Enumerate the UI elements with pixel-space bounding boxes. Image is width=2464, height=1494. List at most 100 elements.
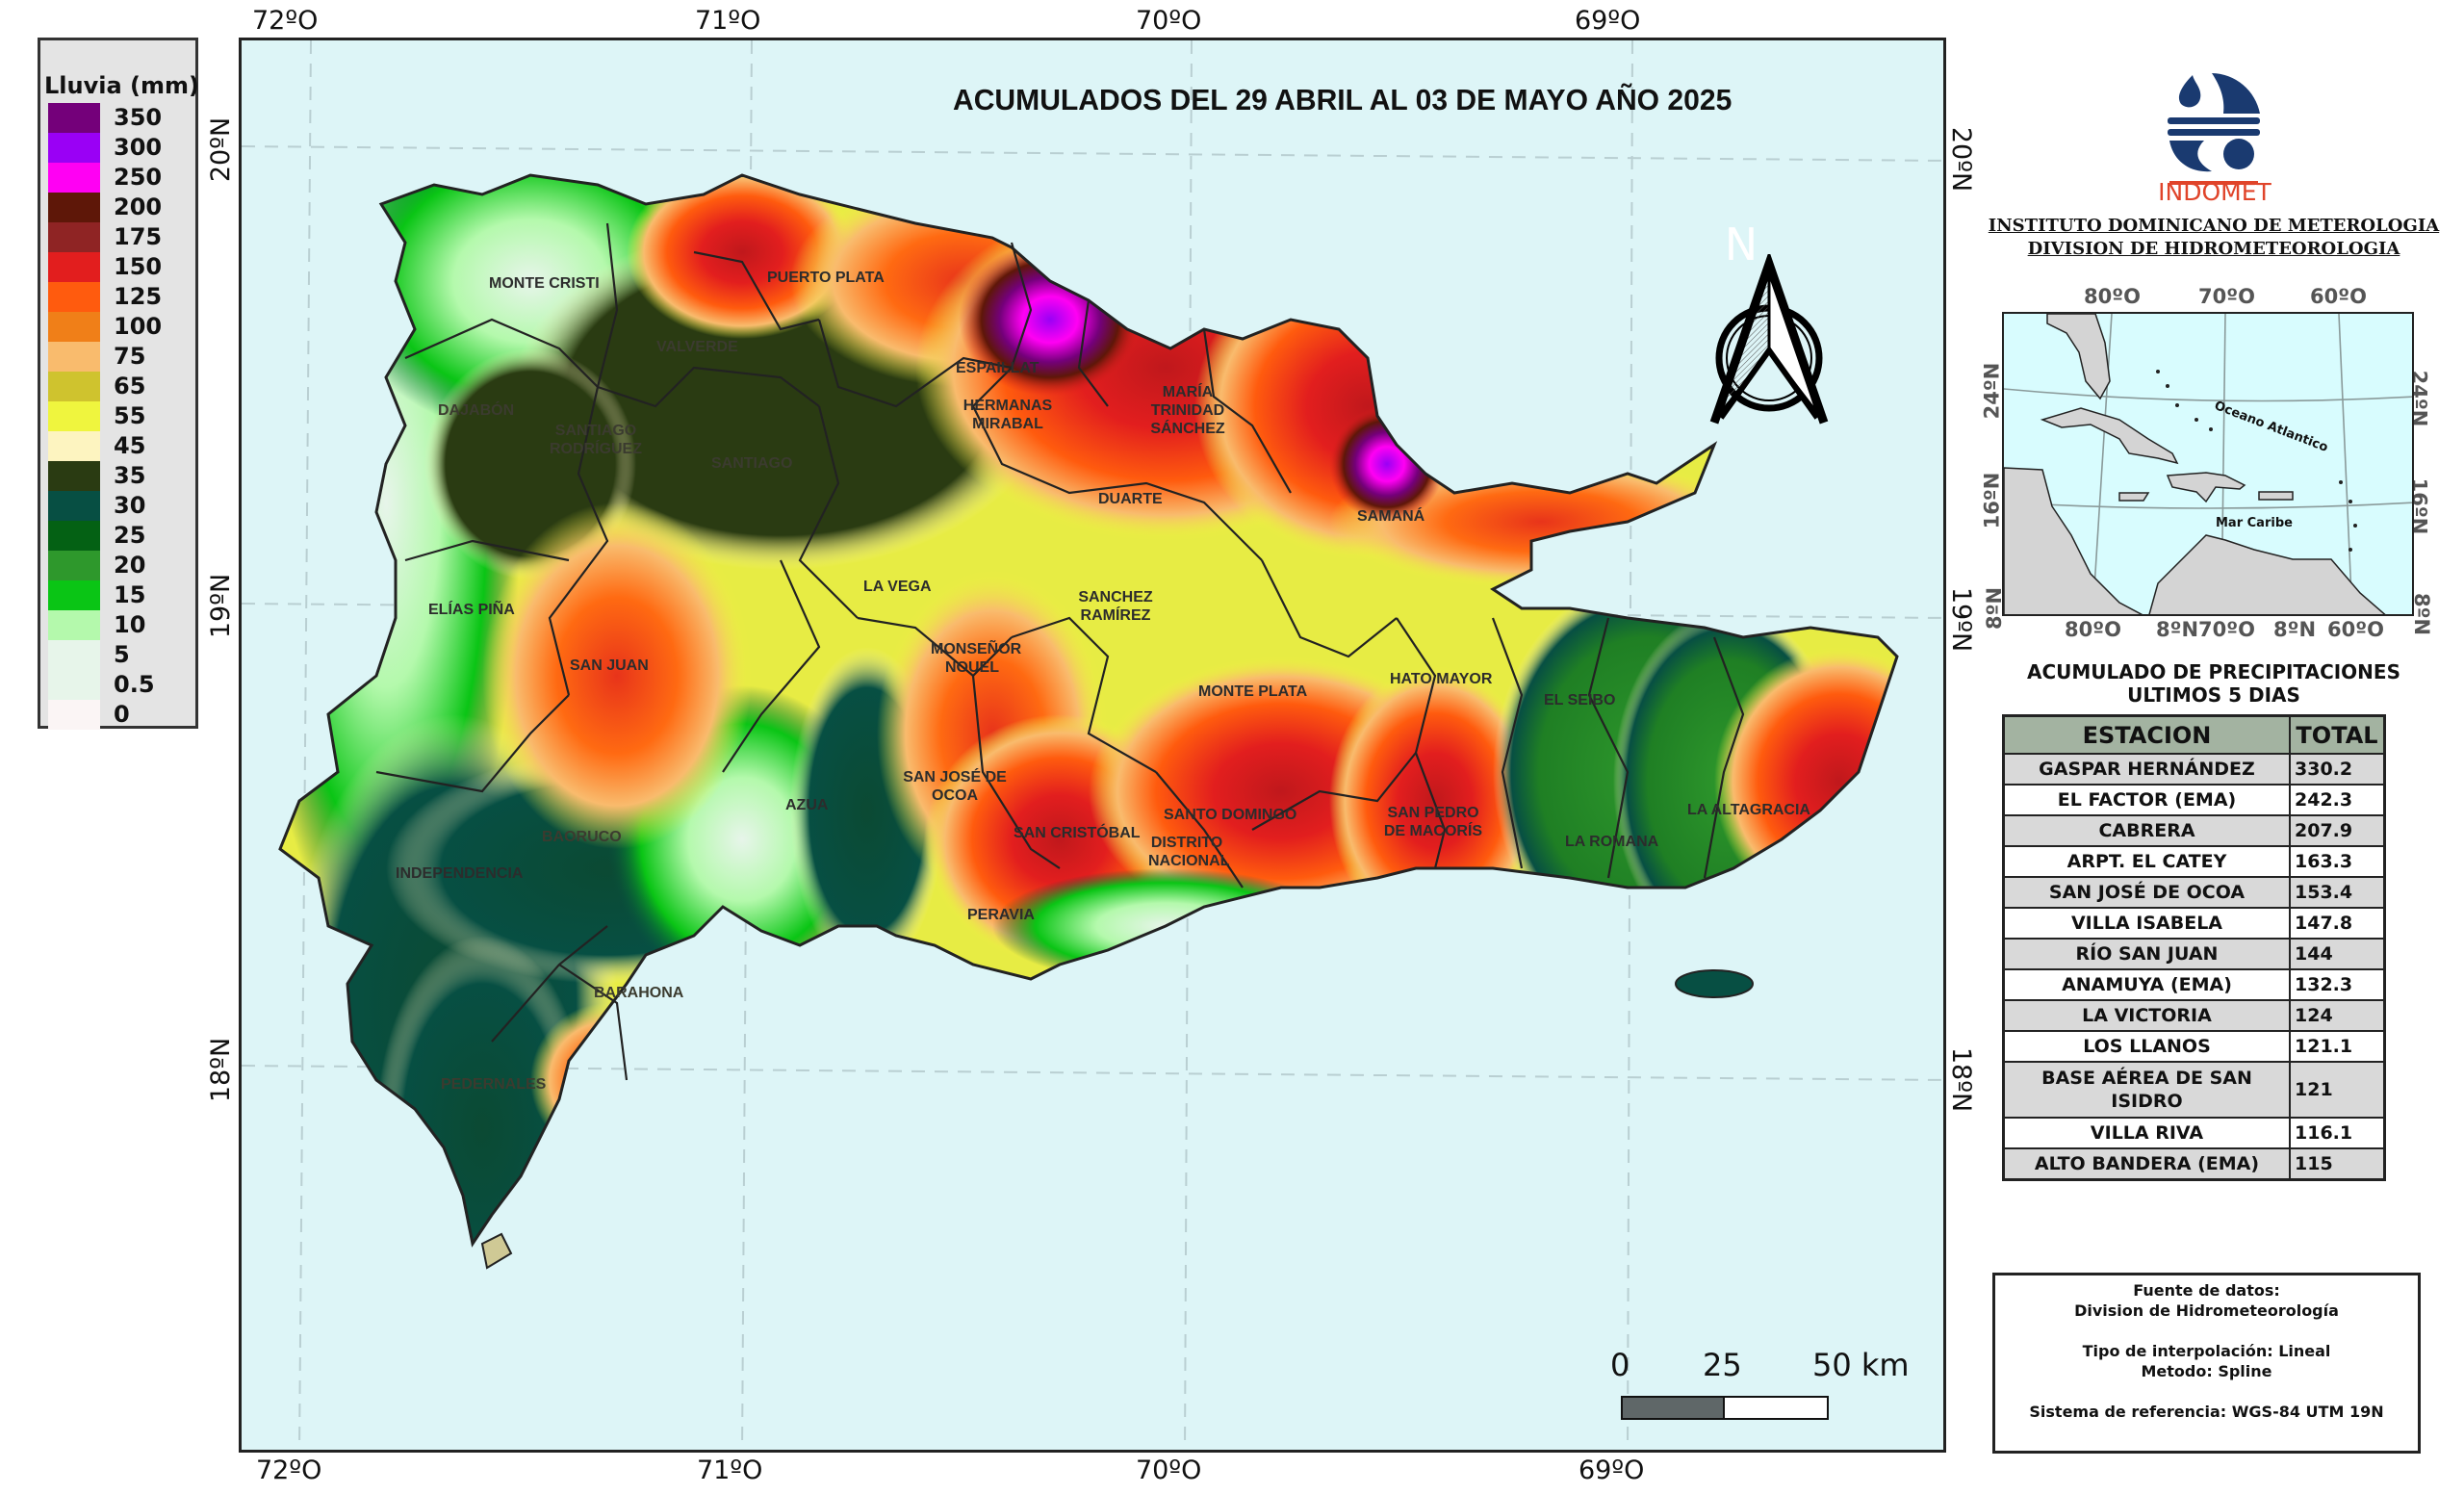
province-label-santiago-rodriguez: SANTIAGO RODRÍGUEZ: [550, 423, 642, 457]
saona-island: [1675, 969, 1754, 998]
hispaniola-shape: [2166, 472, 2246, 503]
legend-label: 150: [114, 253, 163, 280]
province-label-san-pedro-de-macoris: SAN PEDRO DE MACORÍS: [1383, 805, 1483, 839]
legend-label: 20: [114, 552, 146, 579]
legend-swatch: [48, 133, 100, 163]
inset-lon-tick: 8ºN70ºO: [2156, 618, 2255, 641]
table-row: EL FACTOR (EMA) 242.3: [2002, 784, 2386, 816]
legend-swatch: [48, 670, 100, 700]
lon-tick-bottom: 70ºO: [1136, 1455, 1202, 1485]
legend-swatch: [48, 461, 100, 491]
legend-item: 0: [48, 700, 192, 730]
province-label-la-altagracia: LA ALTAGRACIA: [1687, 802, 1810, 818]
lon-tick-top: 71ºO: [695, 6, 761, 36]
legend-item: 100: [48, 312, 192, 342]
table-row: ALTO BANDERA (EMA) 115: [2002, 1147, 2386, 1181]
lon-tick-bottom: 69ºO: [1578, 1455, 1645, 1485]
station-total: 124: [2289, 999, 2386, 1032]
legend-label: 65: [114, 373, 146, 399]
station-name: BASE AÉREA DE SAN ISIDRO: [2002, 1061, 2291, 1119]
province-borders: [375, 222, 1745, 1081]
legend-swatch: [48, 431, 100, 461]
legend-swatch: [48, 193, 100, 222]
province-label-hermanas-mirabal: HERMANAS MIRABAL: [962, 398, 1053, 432]
legend-item: 0.5: [48, 670, 192, 700]
province-label-barahona: BARAHONA: [594, 985, 684, 1001]
station-total: 144: [2289, 938, 2386, 970]
legend-swatch: [48, 610, 100, 640]
table-row: GASPAR HERNÁNDEZ 330.2: [2002, 753, 2386, 786]
column-header-station: ESTACION: [2002, 714, 2291, 755]
legend-swatch: [48, 342, 100, 372]
station-name: VILLA RIVA: [2002, 1117, 2291, 1149]
caribbean-inset-map: Oceano Atlantico Mar Caribe: [2002, 312, 2414, 616]
metadata-box: Fuente de datos: Division de Hidrometeor…: [1992, 1273, 2421, 1454]
province-label-la-vega: LA VEGA: [863, 579, 932, 595]
legend-label: 0.5: [114, 671, 155, 698]
central-america-shape: [2004, 467, 2143, 614]
division-name: DIVISION DE HIDROMETEOROLOGIA: [2027, 239, 2400, 259]
legend-swatch: [48, 312, 100, 342]
legend-item: 65: [48, 372, 192, 401]
province-label-monsenor-nouel: MONSEÑOR NOUEL: [931, 641, 1022, 676]
province-label-el-seibo: EL SEIBO: [1544, 692, 1616, 708]
legend-label: 100: [114, 313, 163, 340]
province-label-peravia: PERAVIA: [967, 907, 1035, 923]
legend-item: 10: [48, 610, 192, 640]
inset-lon-tick: 8ºN: [2273, 618, 2317, 641]
legend-title: Lluvia (mm): [44, 72, 199, 99]
legend-label: 250: [114, 164, 163, 191]
legend-label: 350: [114, 104, 163, 131]
legend-label: 45: [114, 432, 146, 459]
legend-item: 15: [48, 580, 192, 610]
legend-item: 150: [48, 252, 192, 282]
legend-swatch: [48, 491, 100, 521]
legend-label: 300: [114, 134, 163, 161]
logo-text: INDOMET: [2158, 178, 2272, 206]
province-label-duarte: DUARTE: [1098, 491, 1163, 507]
inset-lon-tick: 80ºO: [2084, 285, 2141, 308]
table-row: VILLA ISABELA 147.8: [2002, 907, 2386, 940]
station-total: 121: [2289, 1061, 2386, 1119]
reference-system: Sistema de referencia: WGS-84 UTM 19N: [2029, 1403, 2384, 1421]
table-row: BASE AÉREA DE SAN ISIDRO 121: [2002, 1061, 2386, 1119]
lon-tick-top: 72ºO: [252, 6, 319, 36]
legend-swatch: [48, 700, 100, 730]
scale-bar-dark-segment: [1621, 1396, 1727, 1420]
legend-label: 200: [114, 193, 163, 220]
inset-lon-tick: 80ºO: [2065, 618, 2121, 641]
province-label-la-romana: LA ROMANA: [1565, 834, 1659, 850]
florida-shape: [2046, 314, 2111, 400]
lon-tick-bottom: 71ºO: [697, 1455, 763, 1485]
station-total: 116.1: [2289, 1117, 2386, 1149]
puerto-rico-shape: [2258, 491, 2294, 501]
column-header-total: TOTAL: [2289, 714, 2386, 755]
indomet-logo-icon: [2168, 73, 2260, 185]
province-label-puerto-plata: PUERTO PLATA: [767, 270, 885, 286]
scale-bar-light-segment: [1723, 1396, 1829, 1420]
lat-tick-left: 20ºN: [206, 116, 237, 183]
table-title-line1: ACUMULADO DE PRECIPITACIONES: [2027, 660, 2400, 683]
interpolation-method: Metodo: Spline: [2141, 1362, 2272, 1380]
province-label-espaillat: ESPAILLAT: [956, 360, 1040, 376]
province-label-pedernales: PEDERNALES: [441, 1076, 547, 1093]
interpolation-type: Tipo de interpolación: Lineal: [2082, 1342, 2331, 1360]
lon-tick-top: 69ºO: [1575, 6, 1641, 36]
inset-sea-label: Mar Caribe: [2216, 516, 2293, 530]
station-name: LA VICTORIA: [2002, 999, 2291, 1032]
legend-label: 5: [114, 641, 130, 668]
source-label: Fuente de datos:: [2133, 1281, 2280, 1300]
table-row: CABRERA 207.9: [2002, 814, 2386, 847]
lat-tick-right: 19ºN: [1946, 586, 1977, 653]
legend-swatch: [48, 401, 100, 431]
legend-item: 75: [48, 342, 192, 372]
legend-label: 75: [114, 343, 146, 370]
table-row: LOS LLANOS 121.1: [2002, 1030, 2386, 1063]
station-total: 115: [2289, 1147, 2386, 1181]
legend-item: 55: [48, 401, 192, 431]
table-row: VILLA RIVA 116.1: [2002, 1117, 2386, 1149]
station-total: 132.3: [2289, 968, 2386, 1001]
province-label-dajabon: DAJABÓN: [438, 402, 515, 419]
province-label-hato-mayor: HATO MAYOR: [1390, 671, 1493, 687]
north-label: N: [1724, 219, 1758, 270]
